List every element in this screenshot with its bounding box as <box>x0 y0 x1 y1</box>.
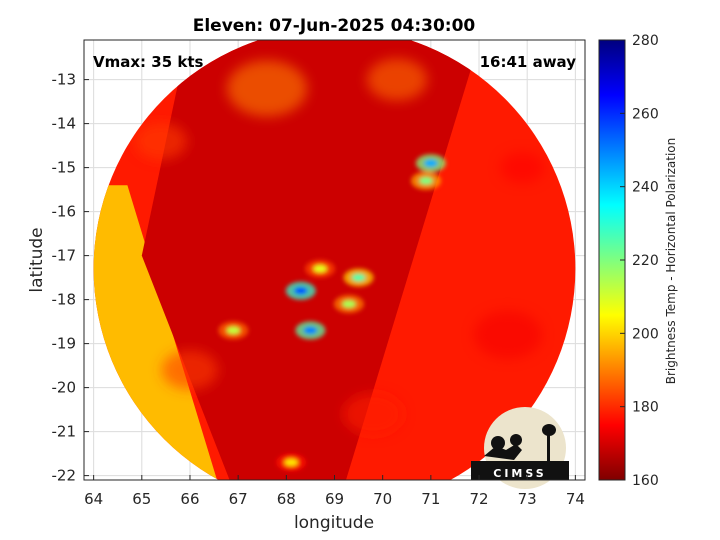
y-tick-label: -13 <box>52 71 77 89</box>
cold-core <box>303 326 318 335</box>
y-axis-label: latitude <box>27 227 47 292</box>
x-tick-label: 67 <box>229 490 248 508</box>
x-tick-label: 69 <box>325 490 344 508</box>
cold-core <box>341 300 356 308</box>
brightness-temperature-swath <box>93 40 576 480</box>
cold-core <box>284 458 299 467</box>
cold-core <box>419 176 434 185</box>
y-tick-label: -15 <box>52 159 77 177</box>
logo-text: CIMSS <box>493 467 546 480</box>
y-tick-label: -14 <box>52 115 77 133</box>
time-away-label: 16:41 away <box>480 53 577 71</box>
x-tick-label: 74 <box>566 490 585 508</box>
y-tick-label: -16 <box>52 203 77 221</box>
x-tick-label: 68 <box>277 490 296 508</box>
colorbar-tick-label: 280 <box>632 33 659 49</box>
x-axis-label: longitude <box>294 513 374 533</box>
vmax-label: Vmax: 35 kts <box>93 53 203 71</box>
x-tick-label: 65 <box>132 490 151 508</box>
colorbar-tick-label: 240 <box>632 180 659 196</box>
colorbar-tick-label: 200 <box>632 326 659 342</box>
y-tick-label: -19 <box>52 335 77 353</box>
cold-core <box>293 286 308 295</box>
y-tick-label: -21 <box>52 423 77 441</box>
cold-core <box>313 264 328 273</box>
cold-core <box>351 273 366 282</box>
y-axis-ticks: -13 -14 -15 -16 -17 -18 -19 -20 -21 -22 <box>52 71 89 485</box>
chart-title: Eleven: 07-Jun-2025 04:30:00 <box>193 16 476 36</box>
colorbar-tick-label: 220 <box>632 253 659 269</box>
cimss-logo: CIMSS <box>471 407 569 489</box>
colorbar-tick-label: 260 <box>632 106 659 122</box>
colorbar-ticks: 280 260 240 220 200 180 160 <box>620 33 659 489</box>
x-axis-ticks: 64 65 66 67 68 69 70 71 72 73 74 <box>84 475 585 508</box>
x-tick-label: 66 <box>180 490 199 508</box>
y-tick-label: -18 <box>52 291 77 309</box>
cold-core <box>423 159 438 168</box>
x-tick-label: 71 <box>421 490 440 508</box>
y-tick-label: -17 <box>52 247 77 265</box>
colorbar-label: Brightness Temp - Horizontal Polarizatio… <box>664 138 678 385</box>
x-tick-label: 70 <box>373 490 392 508</box>
colorbar-tick-label: 180 <box>632 400 659 416</box>
y-tick-label: -22 <box>52 467 77 485</box>
y-tick-label: -20 <box>52 379 77 397</box>
x-tick-label: 72 <box>469 490 488 508</box>
x-tick-label: 73 <box>518 490 537 508</box>
x-tick-label: 64 <box>84 490 103 508</box>
colorbar-tick-label: 160 <box>632 473 659 489</box>
cold-core <box>226 326 241 335</box>
